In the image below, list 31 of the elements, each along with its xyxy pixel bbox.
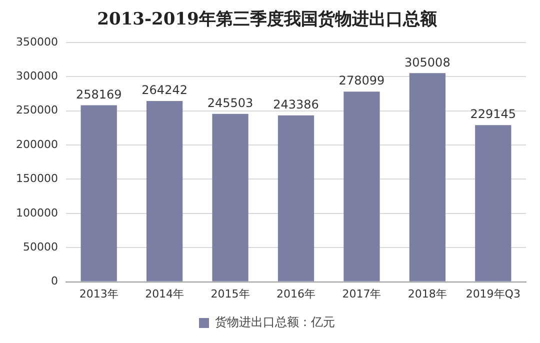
x-tick-label: 2018年 [408,287,447,300]
x-tick-label: 2016年 [276,287,316,300]
data-label: 305008 [404,55,450,70]
y-tick-label: 200000 [16,138,58,151]
x-tick-label: 2019年Q3 [466,287,520,300]
bar [212,114,248,282]
y-tick-label: 150000 [16,172,58,186]
bar [409,73,446,282]
bar [475,125,512,282]
data-label: 264242 [142,83,188,98]
x-tick-label: 2013年 [79,287,118,300]
y-tick-label: 350000 [16,35,58,48]
data-label: 243386 [273,97,319,112]
data-label: 258169 [76,87,122,102]
data-label: 229145 [470,107,516,122]
bar [146,101,183,282]
data-label: 245503 [207,96,254,110]
y-tick-label: 250000 [16,104,58,117]
bar [80,105,117,282]
bar [278,115,314,282]
y-tick-label: 300000 [16,69,58,82]
y-tick-label: 0 [50,274,58,288]
data-label: 278099 [338,74,385,88]
x-tick-label: 2014年 [145,287,184,300]
bar [344,92,380,282]
y-tick-label: 50000 [22,240,58,254]
legend-label: 货物进出口总额：亿元 [215,315,335,330]
y-tick-label: 100000 [16,206,58,220]
x-tick-label: 2015年 [210,287,250,300]
chart-title: 2013-2019年第三季度我国货物进出口总额 [97,10,438,30]
x-tick-label: 2017年 [342,287,382,300]
